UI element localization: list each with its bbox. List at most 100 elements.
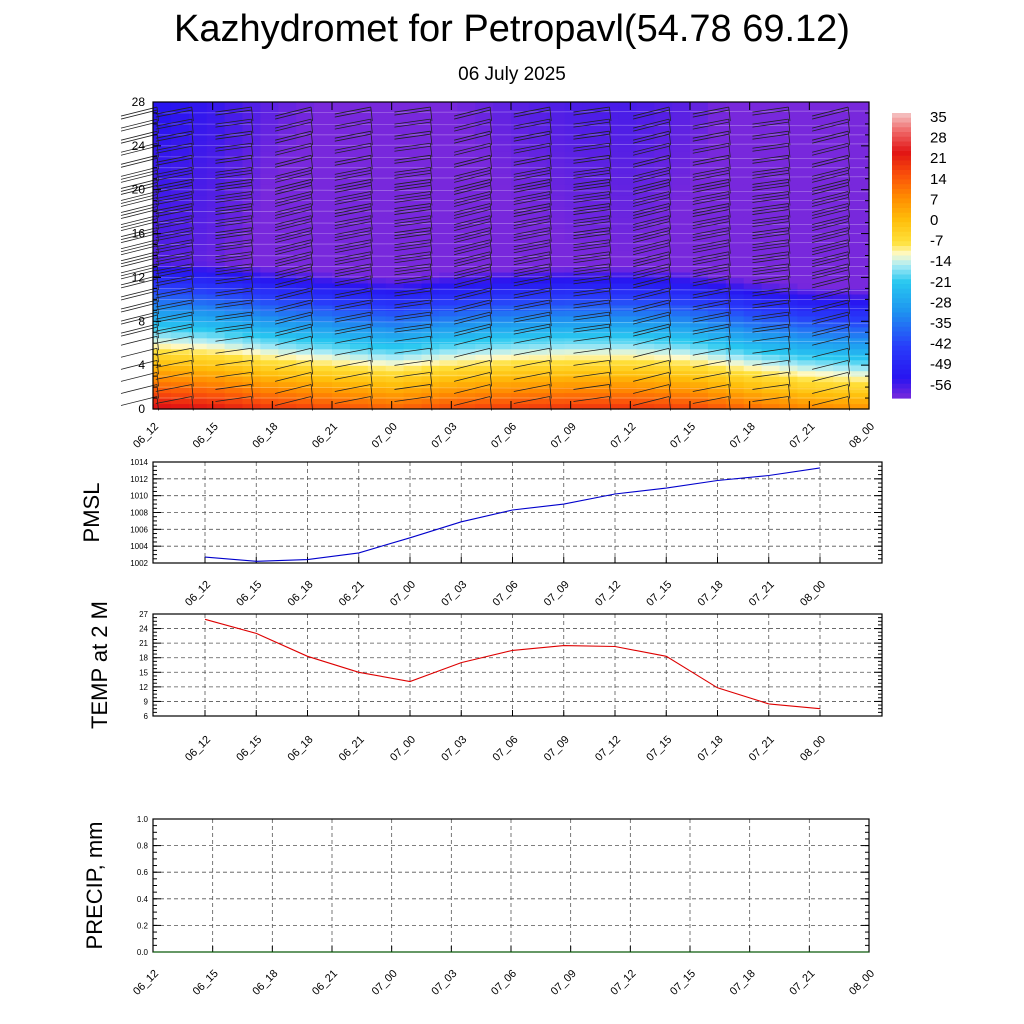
colorbar-swatch <box>892 288 911 295</box>
heatmap-cell <box>654 337 673 344</box>
y-axis-label: PRECIP, mm <box>82 822 107 950</box>
heatmap-cell <box>672 239 691 246</box>
x-tick-label: 08_00 <box>847 968 877 998</box>
barb-staff <box>191 396 194 411</box>
heatmap-cell <box>707 387 727 394</box>
barb-staff <box>668 360 672 375</box>
barb-flag <box>752 254 789 261</box>
heatmap-cell <box>690 118 709 125</box>
barb-flag <box>275 278 312 289</box>
wind-barb <box>215 323 254 339</box>
heatmap-cell <box>779 173 798 180</box>
heatmap-cell <box>600 271 619 279</box>
heatmap-cell <box>367 326 387 333</box>
colorbar-swatch <box>892 388 911 394</box>
barb-flag <box>752 384 789 390</box>
heatmap-cell <box>618 222 637 229</box>
wind-barb <box>155 347 194 363</box>
heatmap-cell <box>278 178 297 185</box>
barb-flag <box>394 221 431 228</box>
barb-flag <box>155 263 192 272</box>
heatmap-cell <box>188 151 208 158</box>
heatmap-cell <box>332 277 351 284</box>
wind-barb <box>120 227 159 244</box>
heatmap-cell <box>618 398 637 405</box>
heatmap-cell <box>690 211 709 218</box>
barb-flag <box>155 221 192 229</box>
wind-barb <box>275 287 314 303</box>
barb-flag <box>692 245 729 254</box>
heatmap-cell <box>851 348 870 355</box>
barb-flag <box>215 179 252 185</box>
heatmap-cell <box>206 151 226 158</box>
wind-barb <box>454 359 493 375</box>
wind-barb <box>633 191 672 207</box>
barb-flag <box>454 218 491 228</box>
heatmap-cell <box>314 228 333 235</box>
heatmap-cell <box>743 118 763 125</box>
heatmap-cell <box>349 315 369 322</box>
barb-staff <box>788 324 791 339</box>
barb-flag <box>120 323 158 334</box>
barb-staff <box>370 239 373 254</box>
barb-staff <box>489 384 493 399</box>
barb-flag <box>454 242 491 253</box>
heatmap-cell <box>546 151 566 158</box>
barb-flag <box>334 157 371 166</box>
heatmap-cell <box>385 102 405 109</box>
heatmap-cell <box>564 315 584 322</box>
wind-barb <box>334 215 373 230</box>
heatmap-cell <box>403 244 423 251</box>
heatmap-cell <box>260 343 279 350</box>
colorbar-swatch <box>892 355 911 361</box>
heatmap-cell <box>385 359 405 366</box>
heatmap-cell <box>779 195 798 202</box>
barb-flag <box>812 266 849 277</box>
heatmap-cell <box>690 348 709 355</box>
heatmap-cell <box>725 266 745 273</box>
heatmap-cell <box>385 392 405 399</box>
x-tick-label: 07_18 <box>728 968 758 998</box>
heatmap-cell <box>153 200 172 207</box>
y-tick-label: 12 <box>139 683 148 692</box>
wind-barb <box>334 396 373 411</box>
barb-flag <box>633 230 670 241</box>
colorbar-swatch <box>892 198 911 204</box>
barb-flag <box>752 109 789 116</box>
heatmap-cell <box>672 211 691 218</box>
heatmap-cell <box>672 118 691 125</box>
barb-flag <box>155 206 192 214</box>
x-tick-label: 07_06 <box>489 421 519 451</box>
y-tick-label: 0.0 <box>137 948 149 957</box>
heatmap-cell <box>564 112 584 120</box>
heatmap-cell <box>564 370 584 377</box>
barb-staff <box>609 336 612 351</box>
heatmap-cell <box>743 332 763 339</box>
wind-barb <box>155 372 194 387</box>
barb-flag <box>155 396 192 404</box>
wind-barb <box>275 166 314 183</box>
wind-barb <box>573 130 612 146</box>
heatmap-cell <box>654 376 673 383</box>
heatmap-cell <box>493 255 512 262</box>
heatmap-cell <box>153 277 172 284</box>
heatmap-cell <box>690 376 709 383</box>
barb-staff <box>430 275 433 290</box>
heatmap-cell <box>582 107 602 114</box>
heatmap-cell <box>493 359 512 366</box>
colorbar-label: 21 <box>930 150 947 167</box>
barb-flag <box>394 203 431 209</box>
barb-staff <box>489 348 493 363</box>
y-tick-label: 0 <box>138 402 145 416</box>
heatmap-cell <box>528 233 548 240</box>
heatmap-cell <box>564 134 584 141</box>
wind-barb <box>275 191 314 207</box>
heatmap-cell <box>833 140 852 147</box>
wind-barb <box>215 275 254 290</box>
barb-flag <box>812 275 849 286</box>
barb-flag <box>692 269 729 278</box>
heatmap-cell <box>833 167 852 174</box>
barb-flag <box>215 290 252 297</box>
barb-staff <box>489 155 493 170</box>
heatmap-cell <box>439 123 458 131</box>
